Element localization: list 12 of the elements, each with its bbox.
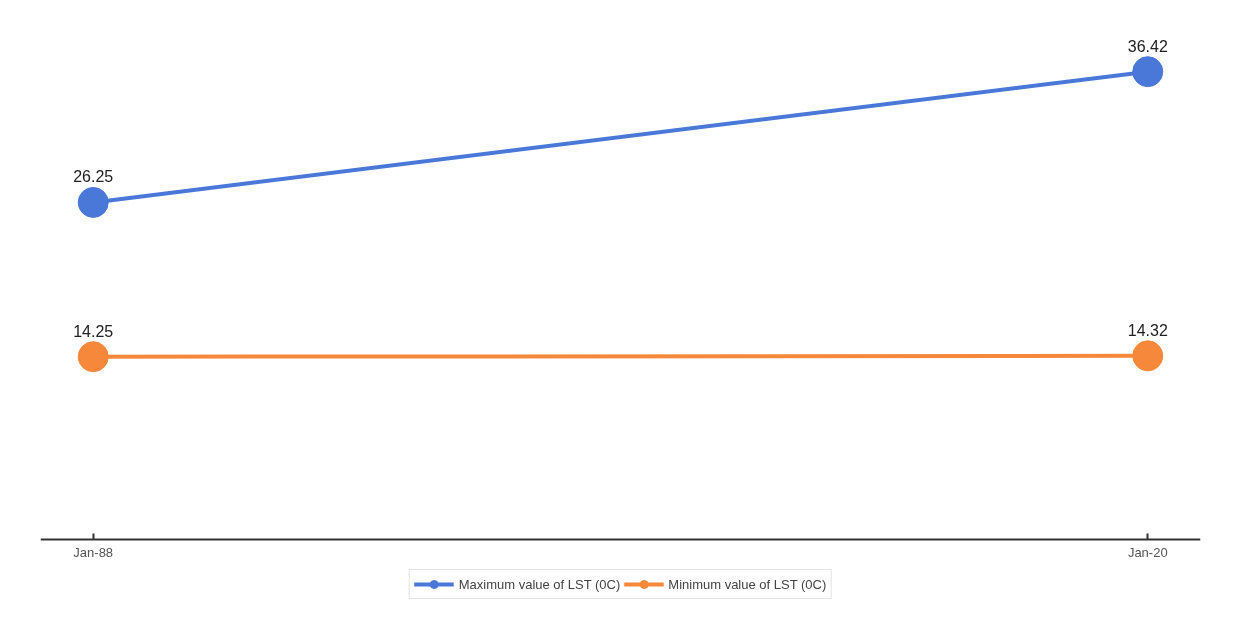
point <box>1132 56 1164 88</box>
point <box>77 186 109 218</box>
legend-label: Maximum value of LST (0C) <box>458 576 621 592</box>
legend-label: Minimum value of LST (0C) <box>668 576 827 592</box>
data-label: 14.32 <box>1127 321 1168 339</box>
data-label: 14.25 <box>73 322 114 340</box>
point <box>77 341 109 373</box>
x-tick-label: Jan-20 <box>1127 544 1168 560</box>
data-label: 26.25 <box>73 168 114 186</box>
data-label: 36.42 <box>1127 37 1168 55</box>
x-tick-label: Jan-88 <box>73 544 114 560</box>
point <box>1132 340 1164 372</box>
